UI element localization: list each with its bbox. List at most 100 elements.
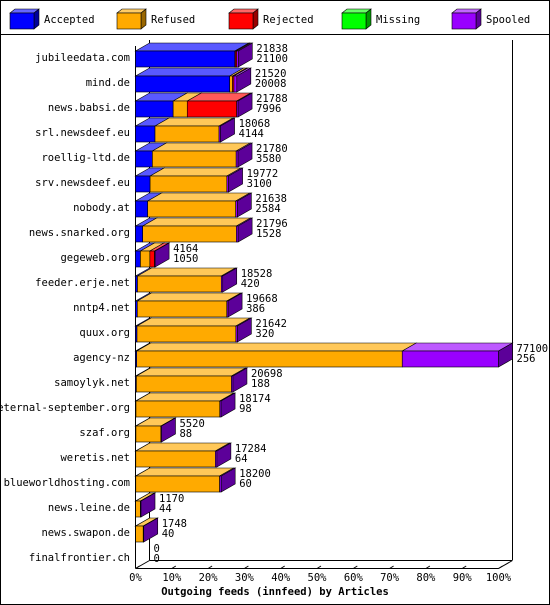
- bar: [152, 150, 237, 168]
- value-label: 44: [159, 503, 172, 515]
- category-label: srv.newsdeef.eu: [35, 177, 130, 189]
- x-tick-label: 90%: [453, 572, 473, 584]
- bar: [401, 350, 499, 368]
- value-label: 19772: [247, 168, 279, 180]
- value-label: 18528: [241, 268, 273, 280]
- legend-swatch: [9, 12, 35, 30]
- value-label: 1170: [159, 493, 184, 505]
- bar-top: [135, 342, 418, 352]
- bar: [136, 375, 232, 393]
- value-label: 21638: [255, 193, 287, 205]
- value-label: 7996: [256, 103, 281, 115]
- bar-top: [135, 367, 247, 377]
- value-label: 4164: [173, 243, 198, 255]
- value-label: 19668: [246, 293, 278, 305]
- value-label: 21796: [256, 218, 288, 230]
- bar-top: [136, 267, 237, 277]
- category-label: quux.org: [79, 327, 130, 339]
- x-tick-label: 100%: [486, 572, 512, 584]
- bar-side: [238, 42, 253, 68]
- bar-side: [220, 392, 236, 418]
- value-label: 3100: [247, 178, 272, 190]
- bar: [135, 200, 148, 218]
- value-label: 20008: [255, 78, 287, 90]
- x-tick-label: 0%: [129, 572, 142, 584]
- value-label: 188: [251, 378, 270, 390]
- bar: [136, 350, 403, 368]
- value-label: 4144: [239, 128, 264, 140]
- bar-side: [237, 217, 253, 243]
- legend-label: Rejected: [263, 14, 314, 26]
- x-tick: [316, 565, 322, 569]
- bar-top: [134, 442, 231, 452]
- bar-top: [141, 217, 252, 227]
- value-label: 21838: [256, 43, 288, 55]
- value-label: 60: [239, 478, 252, 490]
- value-label: 17284: [235, 443, 267, 455]
- value-label: 21788: [256, 93, 288, 105]
- legend-swatch: [116, 12, 142, 30]
- bar: [135, 500, 141, 518]
- value-label: 0: [154, 553, 160, 565]
- bar: [135, 525, 144, 543]
- bar-side: [154, 242, 170, 268]
- bar: [137, 275, 222, 293]
- value-label: 18174: [239, 393, 271, 405]
- x-tick: [207, 565, 213, 569]
- bar-top: [135, 317, 252, 327]
- value-label: 20698: [251, 368, 283, 380]
- category-label: nobody.at: [73, 202, 130, 214]
- bar-top: [134, 392, 235, 402]
- value-label: 88: [179, 428, 192, 440]
- bar-side: [237, 192, 252, 218]
- bar: [233, 75, 238, 93]
- x-tick-label: 50%: [308, 572, 328, 584]
- bar-top: [148, 167, 242, 177]
- bar: [135, 425, 162, 443]
- value-label: 77100: [517, 343, 549, 355]
- x-tick: [389, 565, 394, 569]
- legend-label: Spooled: [486, 14, 530, 26]
- category-label: news.babsi.de: [48, 102, 130, 114]
- bar: [149, 175, 228, 193]
- category-label: feeder.erje.net: [35, 277, 130, 289]
- value-label: 21642: [255, 318, 287, 330]
- value-label: 21780: [256, 143, 288, 155]
- bar: [140, 250, 151, 268]
- x-tick: [425, 565, 431, 569]
- value-label: 21100: [256, 53, 288, 65]
- legend-swatch: [341, 12, 367, 30]
- bar-top: [134, 42, 250, 52]
- bar: [135, 75, 231, 93]
- value-label: 98: [239, 403, 252, 415]
- value-label: 320: [255, 328, 274, 340]
- bar-side: [161, 417, 176, 443]
- bar-side: [216, 442, 232, 468]
- legend-label: Missing: [376, 14, 420, 26]
- x-tick-label: 80%: [416, 572, 436, 584]
- value-label: 256: [517, 353, 536, 365]
- category-label: srl.newsdeef.eu: [35, 127, 130, 139]
- bar: [135, 150, 153, 168]
- x-tick-label: 70%: [380, 572, 400, 584]
- category-label: finalfrontier.ch: [29, 552, 130, 564]
- value-label: 1748: [162, 518, 187, 530]
- value-label: 386: [246, 303, 265, 315]
- x-tick: [498, 565, 503, 569]
- x-tick-label: 40%: [271, 572, 291, 584]
- bar-side: [227, 292, 243, 318]
- bar-top: [136, 292, 242, 302]
- bar: [229, 75, 233, 93]
- value-label: 1050: [173, 253, 198, 265]
- category-label: news.leine.de: [48, 502, 130, 514]
- bar: [147, 200, 237, 218]
- value-label: 3580: [256, 153, 281, 165]
- bar: [135, 475, 220, 493]
- category-label: eternal-september.org: [0, 402, 130, 414]
- category-label: samoylyk.net: [54, 377, 130, 389]
- bar: [135, 100, 174, 118]
- category-label: szaf.org: [79, 427, 130, 439]
- bar: [149, 250, 155, 268]
- category-label: nntp4.net: [73, 302, 130, 314]
